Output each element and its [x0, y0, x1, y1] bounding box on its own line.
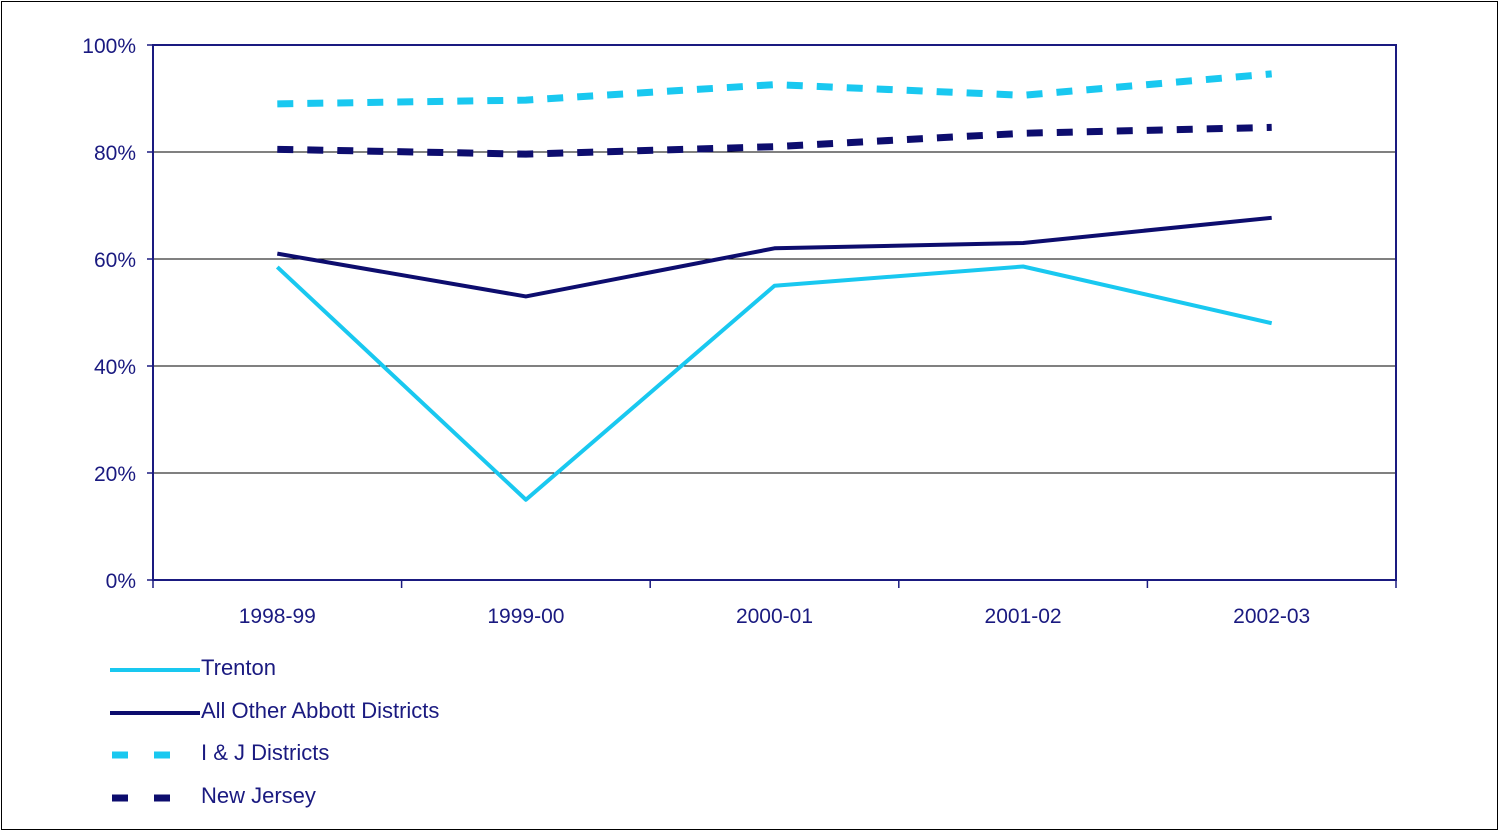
- y-tick-label: 40%: [94, 356, 136, 379]
- y-tick-label: 80%: [94, 142, 136, 165]
- y-tick-label: 60%: [94, 249, 136, 272]
- legend-label: New Jersey: [201, 782, 316, 808]
- plot-area-border: [152, 44, 1397, 581]
- legend-label: I & J Districts: [201, 740, 330, 765]
- legend-swatch: [110, 668, 200, 672]
- series-line-4: [277, 123, 1272, 158]
- x-tick-label: 1999-00: [487, 605, 564, 628]
- legend-label: All Other Abbott Districts: [201, 697, 440, 723]
- y-tick-label: 100%: [82, 35, 136, 58]
- legend-swatch: [112, 794, 180, 801]
- x-tick-label: 2001-02: [985, 605, 1062, 628]
- x-tick-label: 1998-99: [239, 605, 316, 628]
- series-line-2: [276, 215, 1272, 299]
- y-tick-label: 0%: [106, 570, 136, 593]
- legend-swatch: [112, 751, 180, 759]
- x-tick-label: 2002-03: [1233, 605, 1310, 628]
- legend-swatch: [110, 710, 200, 715]
- series-line-3: [277, 70, 1273, 108]
- series-line-1: [275, 264, 1273, 502]
- legend-label: Trenton: [201, 655, 277, 680]
- x-tick-label: 2000-01: [736, 605, 813, 628]
- y-tick-label: 20%: [94, 463, 136, 486]
